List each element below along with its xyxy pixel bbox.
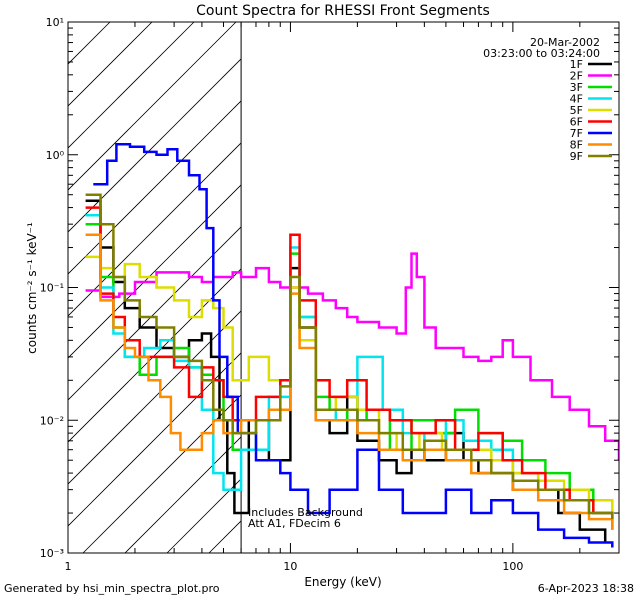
hatch-line xyxy=(68,22,237,191)
hatch-line xyxy=(68,142,242,317)
y-tick-labels: 10⁻³ 10⁻² 10⁻¹ 10⁰ 10¹ xyxy=(40,16,65,560)
series-6F xyxy=(85,206,614,530)
chart-title: Count Spectra for RHESSI Front Segments xyxy=(196,3,490,19)
x-tick-label: 100 xyxy=(502,560,523,573)
footer-timestamp: 6-Apr-2023 18:38 xyxy=(537,582,634,595)
series-9F xyxy=(85,193,614,520)
series-8F xyxy=(85,233,614,530)
hatch-line xyxy=(82,394,242,553)
x-tick-labels: 1 10 100 xyxy=(65,560,524,573)
hatch-line xyxy=(68,352,242,527)
series-2F xyxy=(85,252,619,461)
x-tick-label: 10 xyxy=(283,560,297,573)
annotation-background: Includes Background xyxy=(248,506,363,519)
legend-label: 6F xyxy=(570,116,583,129)
legend-label: 5F xyxy=(570,104,583,117)
y-tick-label: 10¹ xyxy=(46,16,64,29)
y-tick-label: 10⁻³ xyxy=(40,547,64,560)
hatch-line xyxy=(68,184,242,359)
series-7F xyxy=(93,142,614,548)
y-tick-label: 10⁻¹ xyxy=(40,282,64,295)
hatch-line xyxy=(68,268,242,443)
annotation-attenuator: Att A1, FDecim 6 xyxy=(248,517,341,530)
series-4F xyxy=(85,214,614,530)
hatch-line xyxy=(68,226,242,401)
y-tick-label: 10⁻² xyxy=(40,414,64,427)
footer-generated-by: Generated by hsi_min_spectra_plot.pro xyxy=(4,582,220,595)
observation-time-range: 03:23:00 to 03:24:00 xyxy=(483,47,600,60)
hatch-line xyxy=(68,22,195,149)
legend-label: 9F xyxy=(570,150,583,163)
y-tick-label: 10⁰ xyxy=(46,149,65,162)
legend-label: 4F xyxy=(570,93,583,106)
legend-label: 3F xyxy=(570,81,583,94)
hatch-line xyxy=(68,58,242,233)
axis-ticks xyxy=(67,22,620,554)
series-3F xyxy=(85,222,614,530)
legend-label: 2F xyxy=(570,70,583,83)
series-5F xyxy=(85,255,614,513)
legend-label: 1F xyxy=(570,58,583,71)
x-tick-label: 1 xyxy=(65,560,72,573)
y-axis-label: counts cm⁻² s⁻¹ keV⁻¹ xyxy=(25,222,39,354)
observation-date: 20-Mar-2002 xyxy=(530,36,600,49)
series-1F xyxy=(85,199,607,543)
spectra-series xyxy=(85,142,619,548)
legend-label: 8F xyxy=(570,139,583,152)
x-axis-label: Energy (keV) xyxy=(304,575,381,589)
legend-label: 7F xyxy=(570,127,583,140)
hatch-line xyxy=(68,100,242,275)
hatch-line xyxy=(68,310,242,485)
